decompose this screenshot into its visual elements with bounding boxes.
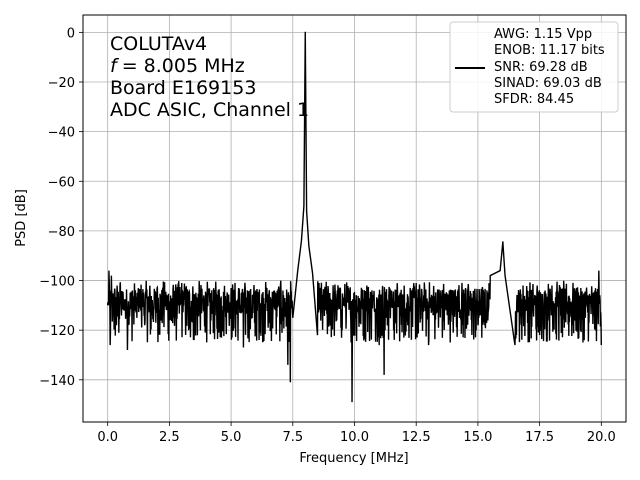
annotation-line-device: COLUTAv4 <box>110 33 207 55</box>
y-tick-label: −20 <box>48 76 75 91</box>
legend-line-sfdr: SFDR: 84.45 <box>494 92 574 107</box>
x-tick-label: 5.0 <box>221 430 242 445</box>
y-tick-label: −100 <box>39 275 75 290</box>
x-axis: 0.0 2.5 5.0 7.5 10.0 12.5 15.0 17.5 20.0 <box>97 422 616 445</box>
x-tick-label: 7.5 <box>282 430 303 445</box>
y-tick-label: −60 <box>48 175 75 190</box>
x-tick-label: 0.0 <box>97 430 118 445</box>
x-tick-label: 15.0 <box>463 430 492 445</box>
x-tick-label: 20.0 <box>587 430 616 445</box>
legend-line-awg: AWG: 1.15 Vpp <box>494 27 592 42</box>
annotation-line-board: Board E169153 <box>110 77 256 99</box>
y-tick-label: −40 <box>48 126 75 141</box>
annotation-block: COLUTAv4 f = 8.005 MHz Board E169153 ADC … <box>110 33 309 121</box>
x-tick-label: 10.0 <box>340 430 369 445</box>
y-axis-label: PSD [dB] <box>14 189 29 247</box>
legend-line-snr: SNR: 69.28 dB <box>494 60 588 75</box>
legend-line-enob: ENOB: 11.17 bits <box>494 43 605 58</box>
x-axis-label: Frequency [MHz] <box>299 451 408 466</box>
y-tick-label: −140 <box>39 374 75 389</box>
x-tick-label: 2.5 <box>159 430 180 445</box>
y-axis: 0 −20 −40 −60 −80 −100 −120 −140 <box>39 26 83 389</box>
frequency-value: = 8.005 MHz <box>122 55 245 77</box>
legend-line-sinad: SINAD: 69.03 dB <box>494 76 602 91</box>
series-layer <box>106 31 603 403</box>
x-tick-label: 17.5 <box>525 430 554 445</box>
peak-point <box>502 241 504 243</box>
x-tick-label: 12.5 <box>402 430 431 445</box>
peak-point <box>304 31 307 34</box>
frequency-symbol: f <box>110 55 120 77</box>
psd-series-line <box>106 32 603 403</box>
legend: AWG: 1.15 Vpp ENOB: 11.17 bits SNR: 69.2… <box>449 21 619 113</box>
legend-box <box>449 21 619 113</box>
y-tick-label: −80 <box>48 225 75 240</box>
annotation-line-channel: ADC ASIC, Channel 1 <box>110 99 309 121</box>
annotation-line-frequency: f = 8.005 MHz <box>110 55 245 77</box>
y-tick-label: 0 <box>67 26 75 41</box>
y-tick-label: −120 <box>39 324 75 339</box>
